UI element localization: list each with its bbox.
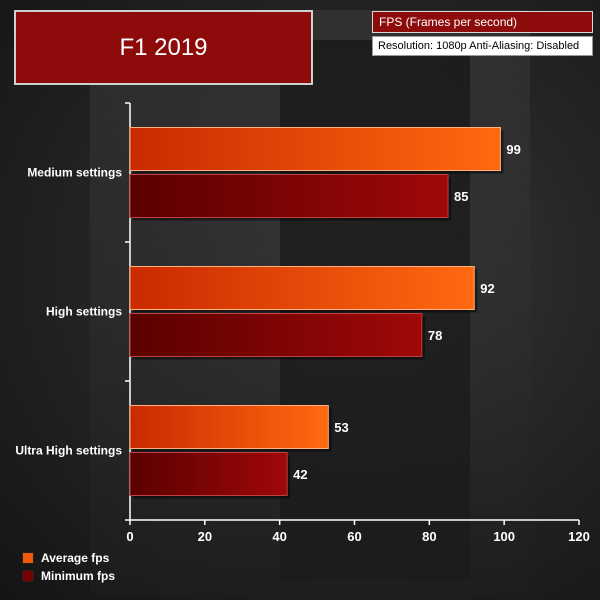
legend-swatch-average <box>22 552 34 564</box>
data-label-average: 99 <box>506 142 520 157</box>
bar-average <box>129 405 329 449</box>
legend-item-average: Average fps <box>22 549 115 567</box>
settings-label: Resolution: 1080p Anti-Aliasing: Disable… <box>372 36 593 56</box>
legend-label-average: Average fps <box>41 551 110 565</box>
bar-minimum <box>129 313 423 357</box>
chart-bars <box>129 127 504 499</box>
bar-average <box>129 266 475 310</box>
data-label-average: 53 <box>334 420 348 435</box>
legend-label-minimum: Minimum fps <box>41 569 115 583</box>
data-label-minimum: 78 <box>428 328 442 343</box>
category-label: Medium settings <box>27 166 122 180</box>
data-label-minimum: 85 <box>454 189 468 204</box>
chart-title: F1 2019 <box>14 10 313 85</box>
bar-average <box>129 127 501 171</box>
chart-axes <box>125 102 580 525</box>
bar-minimum <box>129 174 449 218</box>
category-label: Ultra High settings <box>15 444 122 458</box>
data-label-average: 92 <box>480 281 494 296</box>
legend-item-minimum: Minimum fps <box>22 567 115 585</box>
x-tick-label: 100 <box>493 529 515 544</box>
x-tick-label: 80 <box>422 529 436 544</box>
x-tick-label: 0 <box>126 529 133 544</box>
category-label: High settings <box>46 305 122 319</box>
legend-swatch-minimum <box>22 570 34 582</box>
x-tick-label: 120 <box>568 529 590 544</box>
bar-minimum <box>129 452 288 496</box>
chart-labels: 0 20 40 60 80 100 120 Medium settings High setti… <box>15 142 590 544</box>
legend: Average fps Minimum fps <box>22 549 115 585</box>
x-tick-label: 60 <box>347 529 361 544</box>
data-label-minimum: 42 <box>293 467 307 482</box>
metric-label: FPS (Frames per second) <box>372 11 593 33</box>
x-tick-label: 40 <box>272 529 286 544</box>
x-tick-label: 20 <box>198 529 212 544</box>
